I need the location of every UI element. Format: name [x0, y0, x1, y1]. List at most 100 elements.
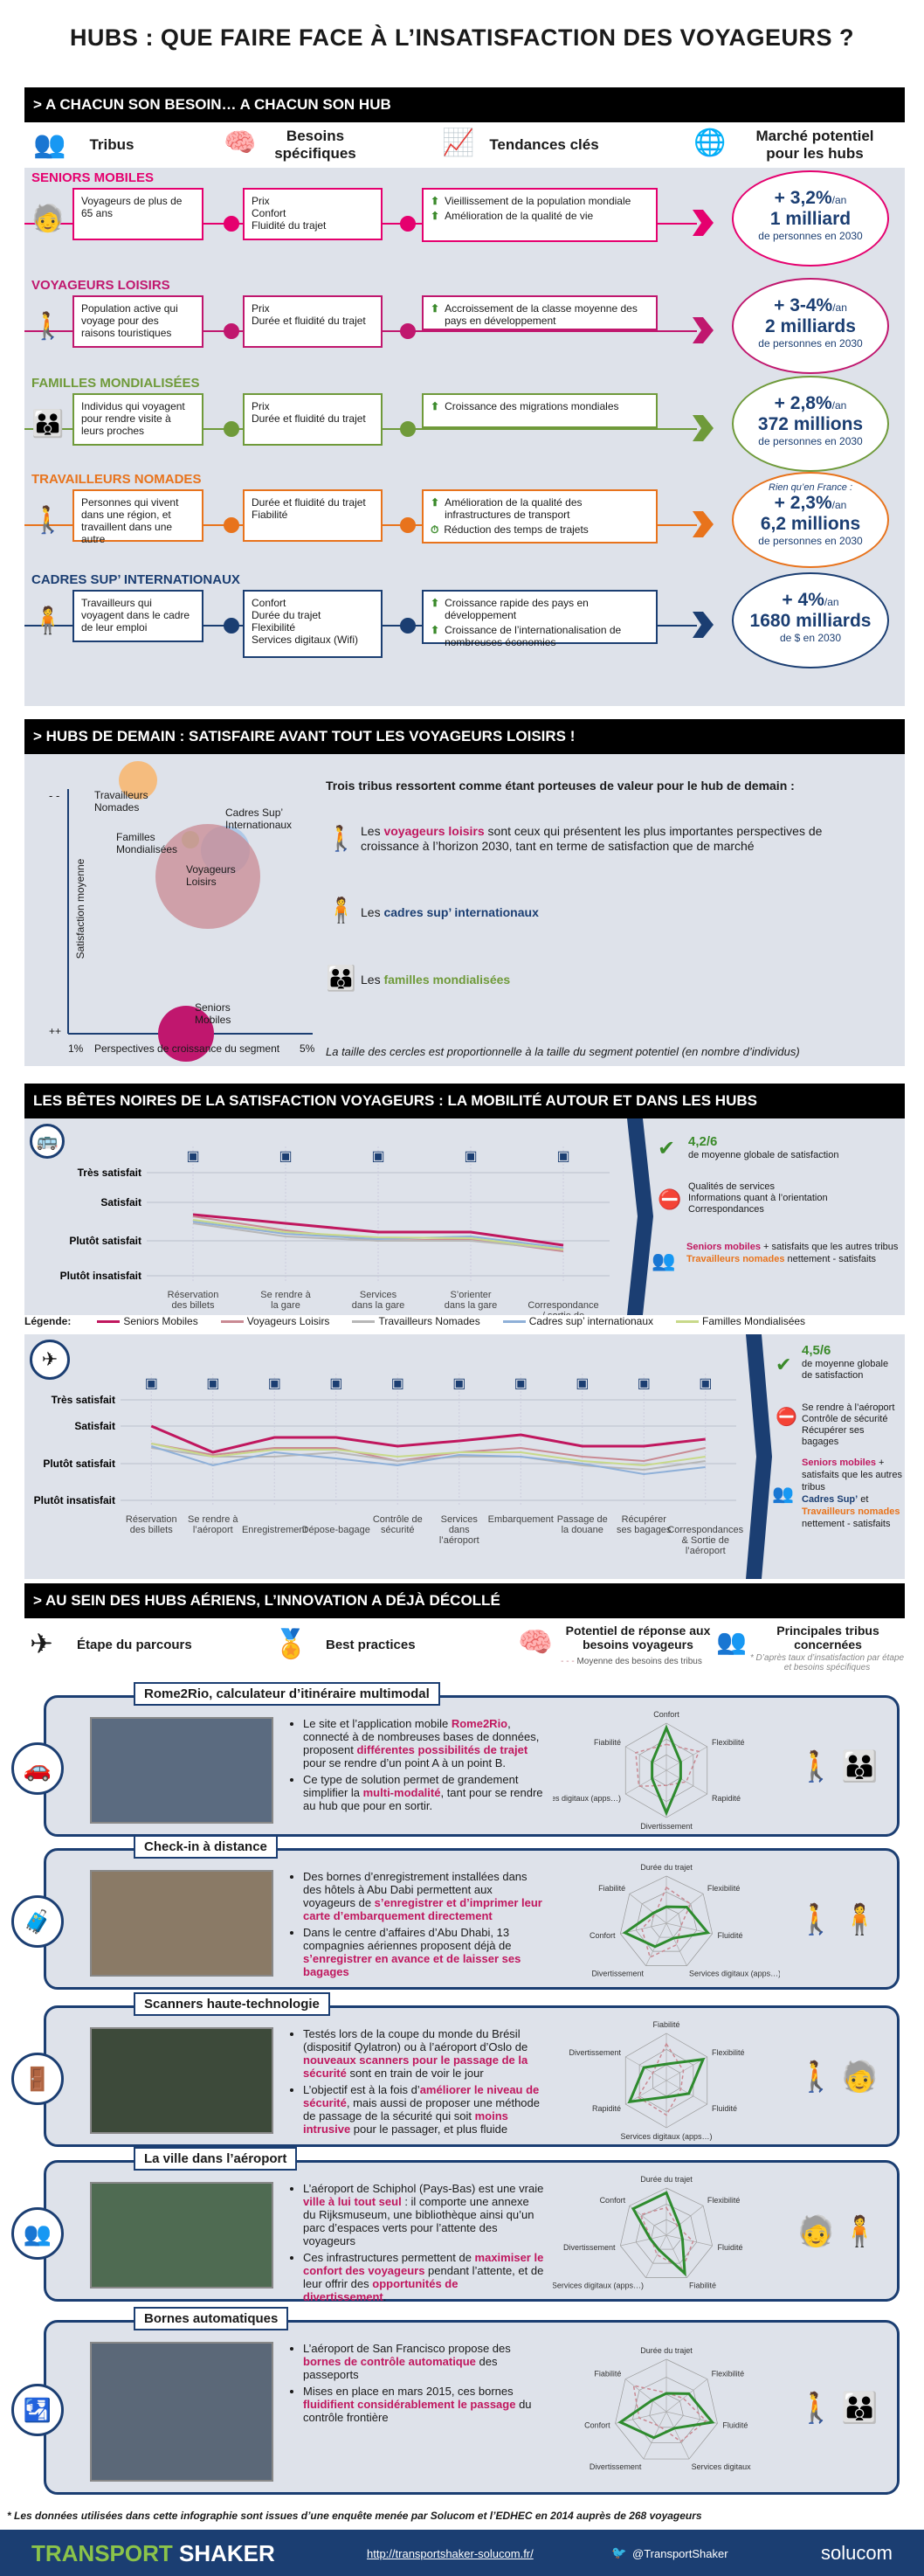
y-axis-label: Satisfaction moyenne [74, 858, 86, 959]
no-entry-icon: ⛔ [658, 1188, 682, 1210]
amount-unit: de personnes en 2030 [758, 337, 863, 350]
legend-swatch [676, 1320, 700, 1324]
amount-value: 372 millions [757, 414, 864, 434]
trend-text: Vieillissement de la population mondiale [445, 195, 631, 207]
step-icon: ▣ [391, 1376, 404, 1391]
category-label: Enregistrement [242, 1525, 307, 1535]
radar-axis-label: Flexibilité [707, 2196, 741, 2205]
legend-text: Cadres sup’ internationaux [528, 1315, 654, 1327]
practice-bullet: Dans le centre d’affaires d’Abu Dhabi, 1… [303, 1926, 544, 1978]
section-1-header: > A CHACUN SON BESOIN… A CHACUN SON HUB [24, 87, 905, 122]
bullet-text: Rome2Rio [451, 1717, 508, 1730]
radar-axis-label: Fiabilité [689, 2282, 716, 2290]
category-label: Réservation des billets [168, 1290, 219, 1311]
step-icon: ▣ [186, 1149, 199, 1164]
series-line [151, 1443, 706, 1467]
page-title: HUBS : QUE FAIRE FACE À L’INSATISFACTION… [69, 24, 855, 51]
practice-bullet: L’aéroport de San Francisco propose des … [303, 2342, 544, 2381]
people-icon: 👥 [33, 130, 66, 159]
radar-potential [651, 1724, 682, 1817]
practice-card: Rome2Rio, calculateur d’itinéraire multi… [11, 1682, 900, 1837]
radar-axis-label: Durée du trajet [640, 2175, 693, 2184]
step-icon: ▣ [268, 1376, 281, 1391]
segment-dot [400, 517, 416, 533]
bubble-chart: Satisfaction moyenne - - ++ 1% 5% Perspe… [33, 754, 330, 1066]
radar-axis [665, 1894, 704, 1924]
level-label: Satisfait [74, 1420, 115, 1432]
medal-icon: 🏅 [273, 1628, 308, 1659]
category-label: Réservation des billets [126, 1514, 177, 1535]
trend-item: ⬆ Croissance de l’internationalisation de… [431, 624, 649, 648]
footer-twitter[interactable]: @TransportShaker [632, 2547, 728, 2560]
market-amount: 1680 milliards [734, 611, 887, 632]
practice-bullet: Ce type de solution permet de grandement… [303, 1773, 544, 1812]
radar-axis [645, 1922, 667, 1966]
practice-bullet: L’objectif est à la fois d’améliorer le … [303, 2083, 544, 2136]
market-growth: + 2,8%/an [734, 393, 887, 414]
amount-value: 6,2 millions [760, 514, 861, 534]
radar-axis [625, 2056, 667, 2081]
market-growth: + 3,2%/an [734, 188, 887, 209]
level-label: Plutôt insatisfait [34, 1494, 115, 1506]
bullet-text: . [383, 2290, 387, 2303]
head-col-icon: 🧠 [518, 1626, 553, 1658]
series-line [150, 1424, 706, 1454]
up-arrow-icon: ⬆ [431, 302, 440, 315]
footer-url[interactable]: http://transportshaker-solucom.fr/ [367, 2547, 534, 2560]
radar-axis [665, 2379, 708, 2413]
radar-axis [665, 1769, 707, 1795]
plane-icon: ✈ [30, 1340, 70, 1380]
col-best: Best practices [326, 1638, 416, 1652]
practice-title: Bornes automatiques [134, 2307, 289, 2330]
step-circle-icon: 👥 [11, 2207, 64, 2260]
segment-trends: ⬆ Croissance rapide des pays en développe… [422, 590, 658, 648]
tribe-icon: 🧍 [31, 606, 65, 635]
segment-trends: ⬆ Accroissement de la classe moyenne des … [422, 295, 658, 330]
trend-text: Croissance de l’internationalisation de … [445, 624, 622, 648]
ground-tribes: Seniors mobiles + satisfaits que les aut… [686, 1242, 899, 1264]
bullet-text: L’aéroport de San Francisco propose des [303, 2342, 511, 2355]
radar-grid [649, 2393, 684, 2428]
market-bubble: + 2,8%/an 372 millions de personnes en 203… [732, 376, 889, 472]
segment-dot [224, 618, 239, 634]
segment-title: SENIORS MOBILES [31, 170, 155, 185]
bullet-text: Des bornes d’enregistrement installées d… [303, 1870, 528, 1909]
air-score-text: de moyenne globale de satisfaction [802, 1359, 889, 1381]
practice-bullet: Le site et l’application mobile Rome2Rio… [303, 1717, 544, 1769]
level-label: Plutôt satisfait [43, 1458, 115, 1470]
legend-label: Légende: [24, 1315, 72, 1327]
s2-text-1: Les voyageurs loisirs sont ceux qui prés… [361, 824, 823, 853]
radar-axis [629, 1894, 667, 1924]
radar-axis-label: Flexibilité [707, 1884, 741, 1893]
radar-average [635, 1743, 700, 1787]
radar-axis [665, 2234, 713, 2247]
trend-text: Réduction des temps de trajets [444, 523, 589, 536]
footer: TRANSPORT SHAKER http://transportshaker-… [0, 2530, 924, 2576]
practice-title: La ville dans l’aéroport [134, 2147, 298, 2171]
amount-value: 2 milliards [765, 316, 856, 336]
bubble-label-seniors: Seniors Mobiles [195, 1001, 231, 1026]
legend-swatch [502, 1320, 526, 1324]
radar-axis [665, 2411, 690, 2460]
trend-item: ⬆ Croissance des migrations mondiales [431, 400, 649, 412]
bullet-text: Dans le centre d’affaires d’Abu Dhabi, 1… [303, 1926, 512, 1952]
col-tribus-concernees: Principales tribus concernées [776, 1624, 879, 1652]
bullet-text: opportunités de divertissement [303, 2277, 459, 2303]
series-line [192, 1219, 564, 1250]
market-growth: + 2,3%/an [734, 493, 887, 514]
radar-axis-label: Fiabilité [598, 1884, 625, 1893]
bullet-text: L’aéroport de Schiphol (Pays-Bas) est un… [303, 2182, 544, 2195]
market-growth: + 3-4%/an [734, 295, 887, 316]
radar-axis-label: Fluidité [717, 2243, 742, 2252]
section-1-panel: 👥 Tribus 🧠 Besoins spécifiques 📈 Tendanc… [24, 122, 905, 706]
bullet-text: différentes possibilités de trajet [356, 1743, 528, 1756]
bullet-text: du contrôle frontière [303, 2398, 532, 2424]
segment-desc: Personnes qui vivent dans une région, et… [72, 489, 203, 545]
practice-photo [90, 1870, 273, 1977]
segment-row: CADRES SUP’ INTERNATIONAUX 🧍 Travailleurs … [24, 572, 905, 677]
tribe-icon: 👪 [841, 1750, 879, 1783]
market-amount: 6,2 millions [734, 514, 887, 535]
radar-chart: Fiabilité Flexibilité Fluidité Services dig… [569, 2020, 745, 2141]
legend-text: Seniors Mobiles [123, 1315, 198, 1327]
bullet-text: des passeports [303, 2355, 498, 2381]
